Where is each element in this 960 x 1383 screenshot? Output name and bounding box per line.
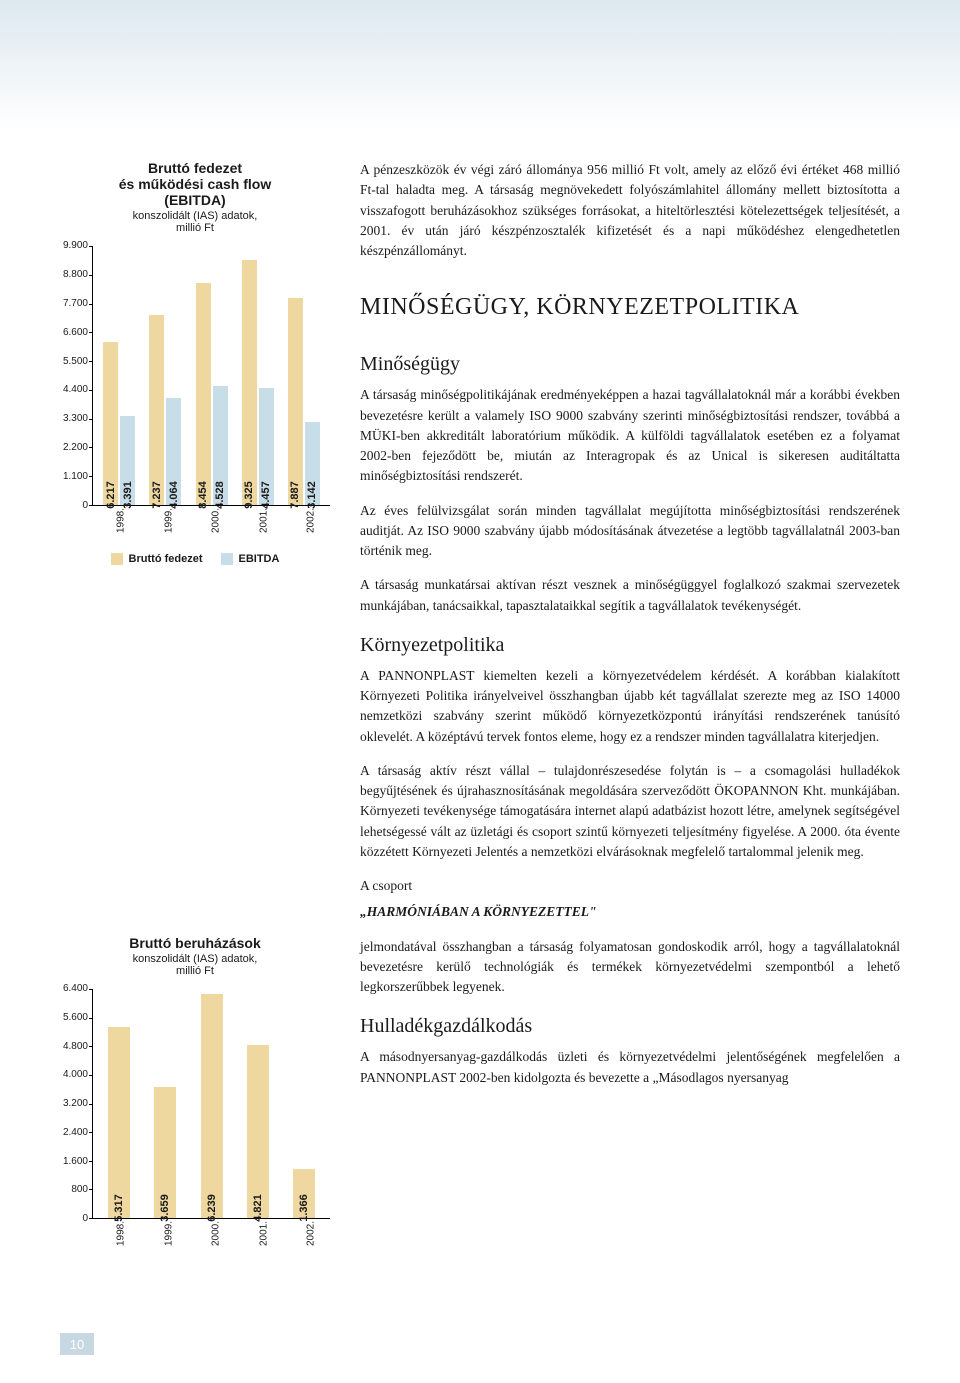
chart1-title: Bruttó fedezetés működési cash flow(EBIT…: [60, 160, 330, 208]
chart2-plot: 5.317 3.659 6.239 4.821 1.366: [92, 989, 330, 1219]
paragraph-env-1: A PANNONPLAST kiemelten kezeli a környez…: [360, 666, 900, 747]
paragraph-env-2: A társaság aktív részt vállal – tulajdon…: [360, 761, 900, 862]
x-tick-label: 1999.: [153, 1210, 174, 1258]
content-area: Bruttó fedezetés működési cash flow(EBIT…: [0, 130, 960, 1284]
x-tick-label: 1999.: [153, 497, 174, 545]
bar: 9.325: [242, 260, 257, 505]
chart1-ticks: [89, 246, 93, 506]
chart2-title: Bruttó beruházások: [60, 935, 330, 951]
bar: 4.457: [259, 388, 274, 505]
heading-quality: Minőségügy: [360, 349, 900, 379]
bar: 4.064: [166, 398, 181, 505]
chart1-y-axis: 01.1002.2003.3004.4005.5006.6007.7008.80…: [60, 246, 92, 506]
x-tick-label: 2000.: [200, 497, 221, 545]
legend-swatch: [221, 553, 233, 565]
legend-swatch: [111, 553, 123, 565]
bar: 7.887: [288, 298, 303, 505]
bar-group: 8.4544.528: [191, 246, 231, 505]
right-column: A pénzeszközök év végi záró állománya 95…: [360, 160, 900, 1244]
x-tick-label: 2002.: [296, 1210, 317, 1258]
bar: 3.659: [154, 1087, 176, 1218]
left-column: Bruttó fedezetés működési cash flow(EBIT…: [60, 160, 330, 1244]
paragraph-quality-2: Az éves felülvizsgálat során minden tagv…: [360, 501, 900, 562]
x-tick-label: 1998.: [105, 1210, 126, 1258]
bar-group: 6.2173.391: [99, 246, 139, 505]
chart-investments: Bruttó beruházások konszolidált (IAS) ad…: [60, 935, 330, 1244]
chart1-legend: Bruttó fedezet EBITDA: [60, 553, 330, 565]
paragraph-quality-3: A társaság munkatársai aktívan részt ves…: [360, 575, 900, 616]
paragraph-motto-followup: jelmondatával összhangban a társaság fol…: [360, 937, 900, 998]
legend-label: EBITDA: [239, 553, 280, 565]
chart2-subtitle: konszolidált (IAS) adatok,millió Ft: [60, 953, 330, 977]
page-number: 10: [60, 1333, 94, 1355]
bar-group: 3.659: [145, 989, 185, 1218]
page: Bruttó fedezetés működési cash flow(EBIT…: [0, 0, 960, 1383]
x-tick-label: 2000.: [200, 1210, 221, 1258]
x-tick-label: 2001.: [248, 497, 269, 545]
heading-environment: Környezetpolitika: [360, 630, 900, 660]
header-sky-image: [0, 0, 960, 130]
bar-group: 7.2374.064: [145, 246, 185, 505]
bar: 7.237: [149, 315, 164, 505]
bar: 3.142: [305, 422, 320, 505]
chart1-area: 01.1002.2003.3004.4005.5006.6007.7008.80…: [60, 246, 330, 506]
motto: „HARMÓNIÁBAN A KÖRNYEZETTEL": [360, 902, 900, 922]
chart1-x-axis: 1998.1999.2000.2001.2002.: [60, 510, 330, 531]
chart1-plot: 6.2173.3917.2374.0648.4544.5289.3254.457…: [92, 246, 330, 506]
paragraph-quality-1: A társaság minőségpolitikájának eredmény…: [360, 385, 900, 486]
paragraph-waste: A másodnyersanyag-gazdálkodás üzleti és …: [360, 1047, 900, 1088]
bar-group: 6.239: [191, 989, 231, 1218]
legend-item: Bruttó fedezet: [111, 553, 203, 565]
chart2-y-axis: 08001.6002.4003.2004.0004.8005.6006.400: [60, 989, 92, 1219]
x-tick-label: 2002.: [296, 497, 317, 545]
bar: 6.239: [201, 994, 223, 1218]
bar-group: 5.317: [99, 989, 139, 1218]
legend-item: EBITDA: [221, 553, 280, 565]
chart-ebitda: Bruttó fedezetés működési cash flow(EBIT…: [60, 160, 330, 565]
heading-waste: Hulladékgazdálkodás: [360, 1011, 900, 1041]
legend-label: Bruttó fedezet: [129, 553, 203, 565]
bar: 4.528: [213, 386, 228, 505]
bar: 8.454: [196, 283, 211, 505]
bar: 5.317: [108, 1027, 130, 1218]
chart2-area: 08001.6002.4003.2004.0004.8005.6006.400 …: [60, 989, 330, 1219]
bar: 3.391: [120, 416, 135, 505]
bar-group: 7.8873.142: [284, 246, 324, 505]
heading-main: MINŐSÉGÜGY, KÖRNYEZETPOLITIKA: [360, 289, 900, 325]
bar-group: 9.3254.457: [238, 246, 278, 505]
chart2-ticks: [89, 989, 93, 1219]
x-tick-label: 1998.: [105, 497, 126, 545]
chart1-subtitle: konszolidált (IAS) adatok,millió Ft: [60, 210, 330, 234]
bar-group: 1.366: [284, 989, 324, 1218]
paragraph-intro: A pénzeszközök év végi záró állománya 95…: [360, 160, 900, 261]
chart2-x-axis: 1998.1999.2000.2001.2002.: [60, 1223, 330, 1244]
bar: 4.821: [247, 1045, 269, 1218]
paragraph-group-intro: A csoport: [360, 876, 900, 896]
x-tick-label: 2001.: [248, 1210, 269, 1258]
bar: 6.217: [103, 342, 118, 505]
bar-group: 4.821: [238, 989, 278, 1218]
